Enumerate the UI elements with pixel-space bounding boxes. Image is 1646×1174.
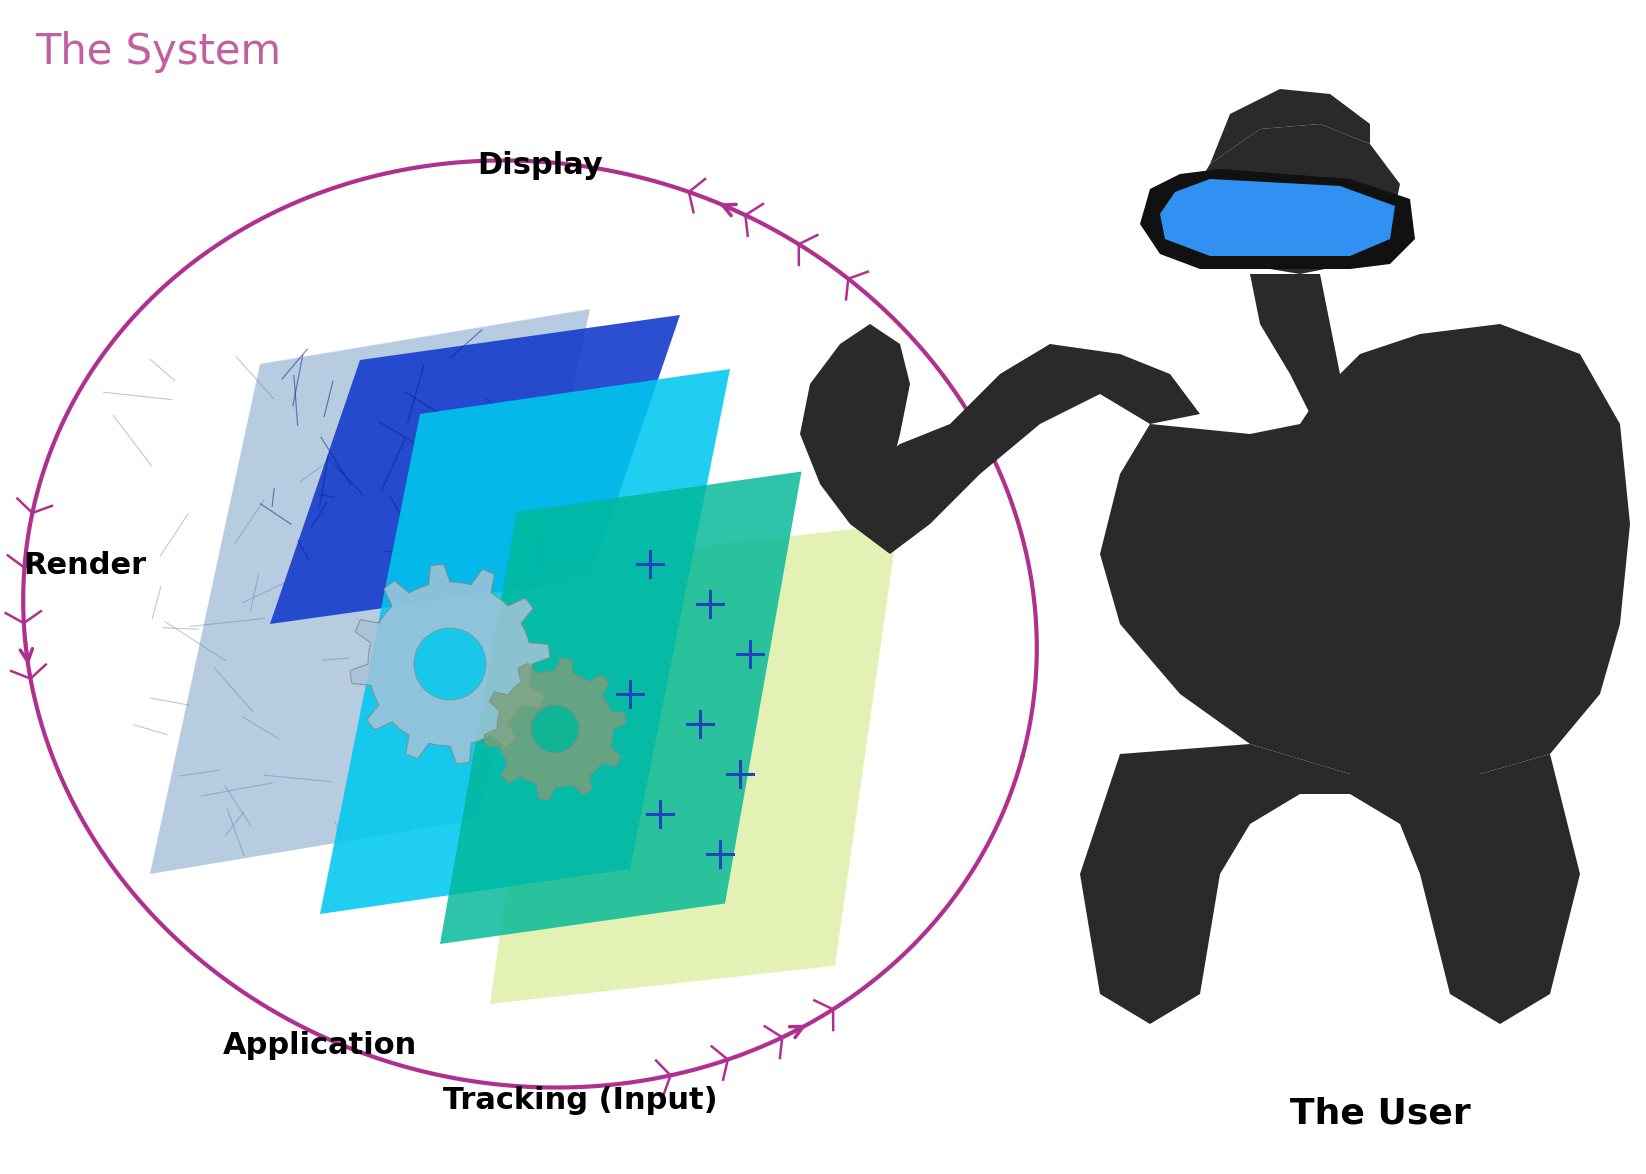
Polygon shape: [1210, 89, 1369, 164]
Polygon shape: [484, 659, 625, 799]
Polygon shape: [150, 309, 589, 873]
Polygon shape: [800, 324, 910, 524]
Polygon shape: [270, 315, 680, 625]
Polygon shape: [1160, 178, 1396, 256]
Text: Render: Render: [23, 551, 146, 580]
Text: Tracking (Input): Tracking (Input): [443, 1086, 718, 1115]
Circle shape: [415, 628, 486, 700]
Polygon shape: [1249, 274, 1360, 434]
Text: Application: Application: [222, 1031, 416, 1060]
Polygon shape: [1080, 744, 1580, 1024]
Text: The User: The User: [1289, 1097, 1470, 1131]
Polygon shape: [849, 344, 1200, 554]
Polygon shape: [1100, 324, 1630, 774]
Polygon shape: [1141, 169, 1416, 269]
Polygon shape: [1180, 124, 1401, 274]
Text: The System: The System: [35, 31, 281, 73]
Circle shape: [532, 706, 579, 753]
Polygon shape: [491, 524, 899, 1004]
Polygon shape: [351, 565, 550, 764]
Text: Display: Display: [477, 151, 602, 180]
Polygon shape: [319, 369, 729, 915]
Polygon shape: [439, 472, 802, 944]
